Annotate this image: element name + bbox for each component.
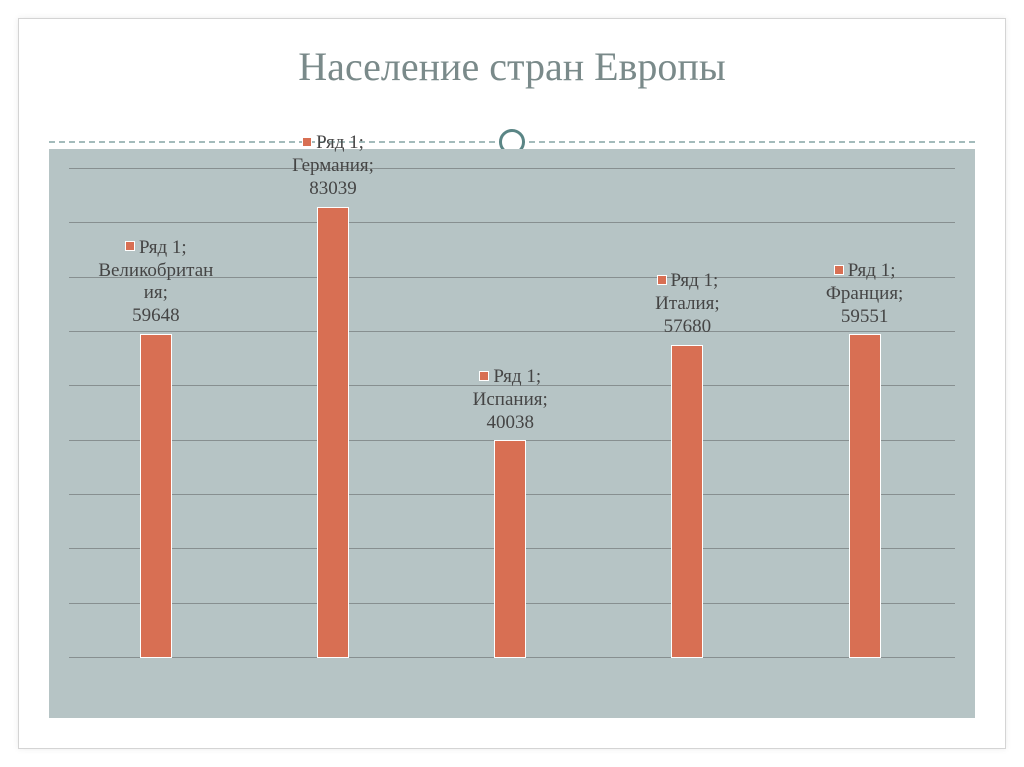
legend-marker-icon [479, 371, 489, 381]
legend-marker-icon [834, 265, 844, 275]
legend-marker-icon [657, 275, 667, 285]
bar-Германия [317, 207, 349, 658]
data-label-Италия: Ряд 1;Италия;57680 [599, 270, 776, 338]
bar-Испания [494, 440, 526, 658]
data-label-Франция: Ряд 1;Франция;59551 [776, 260, 953, 328]
page-title: Население стран Европы [19, 19, 1005, 90]
bar-Франция [849, 334, 881, 658]
legend-marker-icon [125, 241, 135, 251]
plot-area: Ряд 1;Великобритания;59648Ряд 1;Германия… [69, 169, 955, 658]
data-label-Германия: Ряд 1;Германия;83039 [244, 132, 421, 200]
gridline [69, 331, 955, 332]
data-label-Великобритания: Ряд 1;Великобритания;59648 [67, 237, 244, 328]
slide-frame: Население стран Европы Ряд 1;Великобрита… [18, 18, 1006, 749]
data-label-Испания: Ряд 1;Испания;40038 [422, 366, 599, 434]
bar-Великобритания [140, 334, 172, 658]
legend-marker-icon [302, 137, 312, 147]
gridline [69, 168, 955, 169]
chart-area: Ряд 1;Великобритания;59648Ряд 1;Германия… [49, 149, 975, 718]
gridline [69, 222, 955, 223]
bar-Италия [671, 345, 703, 658]
